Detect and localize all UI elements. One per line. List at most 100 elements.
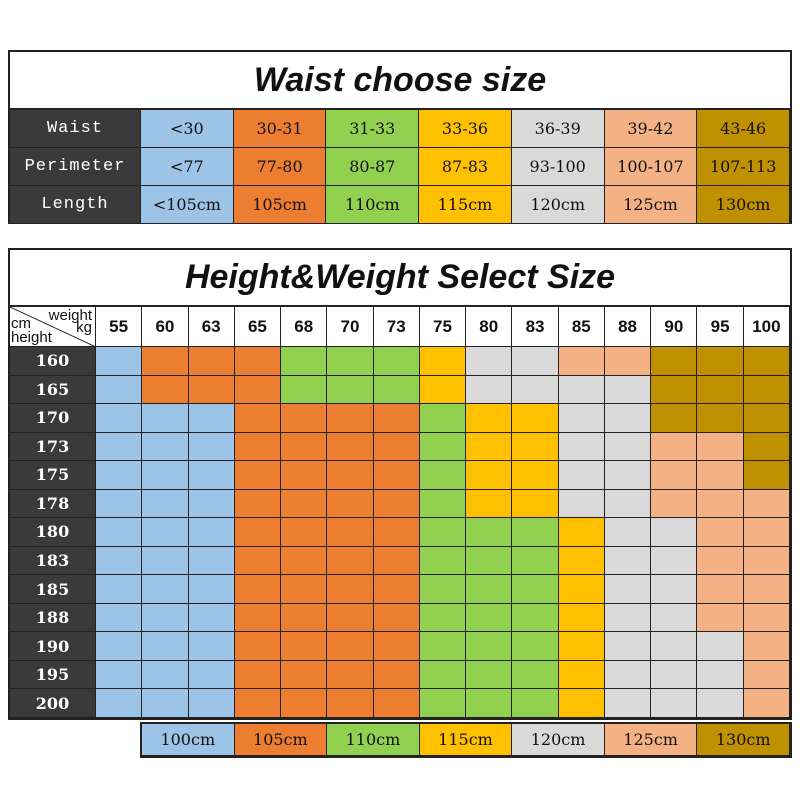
height-label: 185 <box>10 575 96 604</box>
size-cell <box>651 546 698 576</box>
size-cell <box>188 489 235 519</box>
size-cell <box>466 518 513 547</box>
row-label: Waist <box>10 110 141 148</box>
size-cell <box>558 603 605 633</box>
size-cell <box>188 575 235 604</box>
weight-header: 100 <box>743 307 790 347</box>
size-cell <box>697 375 744 405</box>
size-cell <box>466 461 513 490</box>
size-cell <box>327 660 374 690</box>
size-cell <box>697 546 744 576</box>
height-label: 178 <box>10 489 96 519</box>
size-cell <box>281 660 328 690</box>
size-cell <box>604 404 652 433</box>
size-cell <box>512 632 559 661</box>
waist-cell: 107-113 <box>697 148 790 186</box>
size-cell <box>281 632 328 661</box>
size-cell <box>96 603 143 633</box>
size-cell <box>96 689 143 718</box>
diagonal-divider <box>10 307 95 346</box>
legend-item: 130cm <box>697 724 790 756</box>
waist-cell: 93-100 <box>511 148 605 186</box>
size-cell <box>142 603 189 633</box>
size-cell <box>373 632 420 661</box>
size-cell <box>327 575 374 604</box>
size-cell <box>281 347 328 376</box>
weight-label: weight <box>48 307 92 324</box>
weight-header: 88 <box>604 307 652 347</box>
waist-cell: 125cm <box>604 186 698 224</box>
size-cell <box>558 546 605 576</box>
size-cell <box>373 489 420 519</box>
size-cell <box>327 404 374 433</box>
size-cell <box>373 660 420 690</box>
size-cell <box>281 518 328 547</box>
size-cell <box>604 689 652 718</box>
size-cell <box>373 404 420 433</box>
size-cell <box>327 546 374 576</box>
legend-item: 100cm <box>142 724 235 756</box>
size-cell <box>743 347 790 376</box>
size-cell <box>327 689 374 718</box>
size-cell <box>604 518 652 547</box>
size-cell <box>419 660 467 690</box>
size-cell <box>419 632 467 661</box>
size-cell <box>651 660 698 690</box>
size-cell <box>234 347 282 376</box>
size-cell <box>188 603 235 633</box>
size-cell <box>327 432 374 462</box>
corner-header: weight kg cm height <box>10 307 96 347</box>
size-cell <box>697 432 744 462</box>
size-cell <box>743 632 790 661</box>
size-cell <box>96 404 143 433</box>
size-cell <box>373 375 420 405</box>
size-cell <box>142 347 189 376</box>
size-cell <box>697 575 744 604</box>
size-cell <box>327 518 374 547</box>
size-cell <box>743 546 790 576</box>
size-cell <box>558 347 605 376</box>
size-cell <box>512 404 559 433</box>
size-cell <box>281 575 328 604</box>
height-label: 200 <box>10 689 96 718</box>
size-cell <box>419 347 467 376</box>
size-cell <box>743 489 790 519</box>
size-cell <box>281 461 328 490</box>
height-label: 160 <box>10 347 96 376</box>
size-cell <box>697 404 744 433</box>
weight-header: 75 <box>419 307 467 347</box>
size-cell <box>558 404 605 433</box>
size-cell <box>234 489 282 519</box>
size-cell <box>281 546 328 576</box>
size-cell <box>419 575 467 604</box>
size-cell <box>512 432 559 462</box>
size-cell <box>419 603 467 633</box>
size-cell <box>188 546 235 576</box>
weight-header: 80 <box>466 307 513 347</box>
size-cell <box>743 660 790 690</box>
waist-cell: 120cm <box>511 186 605 224</box>
size-cell <box>188 347 235 376</box>
size-cell <box>512 603 559 633</box>
size-cell <box>466 575 513 604</box>
height-label: 173 <box>10 432 96 462</box>
size-cell <box>743 375 790 405</box>
height-label: 180 <box>10 518 96 547</box>
legend-item: 125cm <box>604 724 698 756</box>
height-label: 165 <box>10 375 96 405</box>
weight-header: 70 <box>327 307 374 347</box>
weight-header: 85 <box>558 307 605 347</box>
waist-cell: <105cm <box>141 186 234 224</box>
size-cell <box>234 518 282 547</box>
size-cell <box>142 518 189 547</box>
size-cell <box>142 575 189 604</box>
waist-cell: 100-107 <box>604 148 698 186</box>
size-cell <box>281 489 328 519</box>
waist-grid: Waist <30 30-31 31-33 33-36 36-39 39-42 43-46 Pe… <box>10 110 790 224</box>
weight-header: 68 <box>281 307 328 347</box>
size-cell <box>327 461 374 490</box>
size-cell <box>373 575 420 604</box>
size-cell <box>142 546 189 576</box>
size-cell <box>234 660 282 690</box>
size-cell <box>419 689 467 718</box>
